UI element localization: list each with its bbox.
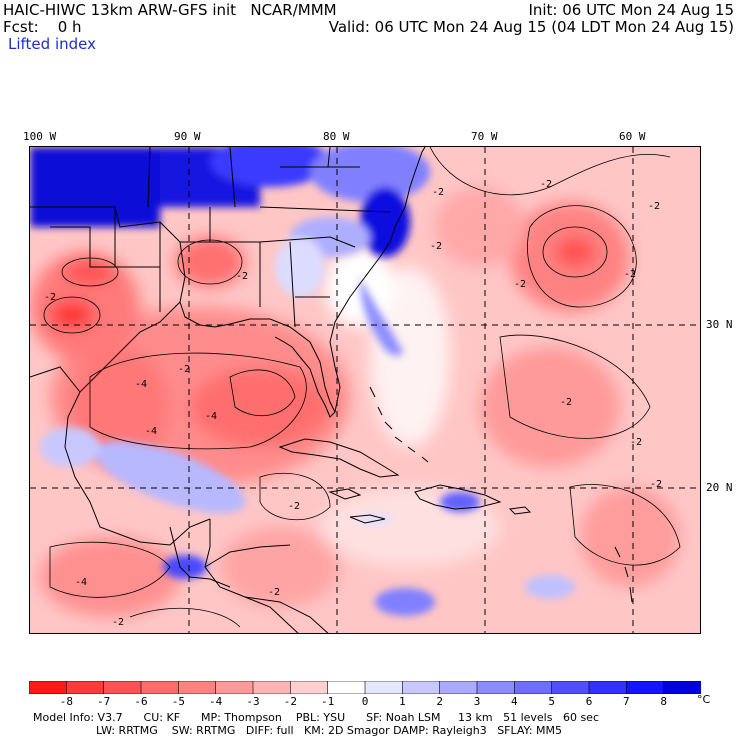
- positive-li-shading: [30, 147, 575, 616]
- colorbar-tick-label: 6: [585, 695, 593, 708]
- model-info-line-1: Model Info: V3.7 CU: KF MP: Thompson PBL…: [33, 711, 599, 724]
- colorbar-swatch: [178, 681, 217, 694]
- field-shading: [30, 187, 680, 617]
- contour-label: -4: [75, 577, 87, 588]
- colorbar-tick-label: 2: [436, 695, 443, 708]
- colorbar-unit: °C: [697, 693, 711, 706]
- lon-label-80w: 80 W: [323, 130, 350, 143]
- valid-time: Valid: 06 UTC Mon 24 Aug 15 (04 LDT Mon …: [328, 18, 734, 36]
- colorbar-swatch: [327, 681, 366, 694]
- colorbar-tick-label: -4: [209, 695, 223, 708]
- colorbar-tick-label: -5: [171, 695, 185, 708]
- colorbar-swatch: [364, 681, 404, 694]
- colorbar-swatch: [290, 681, 329, 694]
- colorbar-tick-label: 1: [399, 695, 406, 708]
- colorbar-swatch: [252, 681, 292, 694]
- colorbar-swatches: [29, 681, 701, 694]
- contour-label: -2: [624, 269, 636, 280]
- contour-label: -4: [145, 426, 157, 437]
- colorbar-swatch: [663, 681, 701, 694]
- colorbar-swatch: [476, 681, 516, 694]
- contour-label: -4: [135, 379, 147, 390]
- colorbar-swatch: [551, 681, 590, 694]
- lat-label-30n: 30 N: [706, 318, 733, 331]
- colorbar-swatch: [140, 681, 180, 694]
- contour-label: -2: [630, 437, 642, 448]
- contour-label: -2: [112, 617, 124, 628]
- field-name: Lifted index: [8, 35, 96, 53]
- contour-label: -2: [178, 364, 190, 375]
- lat-lon-grid: [30, 147, 700, 633]
- contour-label: -2: [540, 179, 552, 190]
- map-canvas: -2 -2 -2 -2 -2 -2 -4 -4 -4 -2 -2 -2 -2 -…: [30, 147, 700, 633]
- contour-label: -2: [650, 479, 662, 490]
- contour-label-group: -2 -2 -2 -2 -2 -2 -4 -4 -4 -2 -2 -2 -2 -…: [44, 179, 662, 628]
- colorbar-swatch: [215, 681, 254, 694]
- colorbar-tick-label: 7: [623, 695, 630, 708]
- lat-label-20n: 20 N: [706, 481, 733, 494]
- colorbar-tick-label: 4: [511, 695, 518, 708]
- contour-label: -4: [205, 411, 217, 422]
- colorbar-tick-label: -8: [59, 695, 73, 708]
- contour-label: -2: [430, 241, 442, 252]
- lon-label-70w: 70 W: [471, 130, 498, 143]
- colorbar-tick-label: -6: [134, 695, 148, 708]
- model-info-line-2: LW: RRTMG SW: RRTMG DIFF: full KM: 2D Sm…: [96, 724, 562, 737]
- colorbar-swatch: [626, 681, 665, 694]
- coastlines: [30, 147, 426, 633]
- contour-label: -2: [268, 587, 280, 598]
- lifted-index-map: -2 -2 -2 -2 -2 -2 -4 -4 -4 -2 -2 -2 -2 -…: [29, 146, 701, 634]
- colorbar-swatch: [29, 681, 68, 694]
- init-time: Init: 06 UTC Mon 24 Aug 15: [528, 1, 734, 19]
- colorbar-tick-label: 8: [660, 695, 667, 708]
- contour-label: -2: [560, 397, 572, 408]
- islands: [278, 386, 633, 603]
- colorbar-tick-label: -1: [321, 695, 335, 708]
- contour-label: -2: [44, 292, 56, 303]
- contour-label: -2: [514, 279, 526, 290]
- forecast-hour: Fcst: 0 h: [3, 18, 82, 36]
- colorbar-swatch: [588, 681, 628, 694]
- contour-label: -2: [236, 271, 248, 282]
- contour-label: -2: [432, 187, 444, 198]
- colorbar-tick-label: -2: [283, 695, 297, 708]
- colorbar-tick-label: 0: [361, 695, 369, 708]
- colorbar-swatch: [103, 681, 142, 694]
- colorbar-tick-label: -3: [246, 695, 260, 708]
- colorbar-swatch: [514, 681, 553, 694]
- lon-label-90w: 90 W: [174, 130, 201, 143]
- lon-label-100w: 100 W: [23, 130, 57, 143]
- colorbar-swatch: [66, 681, 105, 694]
- li-contours: [43, 147, 681, 628]
- contour-label: -2: [648, 201, 660, 212]
- colorbar-tick-label: 5: [548, 695, 555, 708]
- model-title: HAIC-HIWC 13km ARW-GFS init NCAR/MMM: [3, 1, 337, 19]
- lon-label-60w: 60 W: [619, 130, 646, 143]
- contour-label: -2: [288, 501, 300, 512]
- central-america: [169, 526, 329, 633]
- colorbar-swatch: [439, 681, 478, 694]
- colorbar-tick-label: -7: [97, 695, 111, 708]
- colorbar-tick-label: 3: [473, 695, 481, 708]
- colorbar-swatch: [402, 681, 441, 694]
